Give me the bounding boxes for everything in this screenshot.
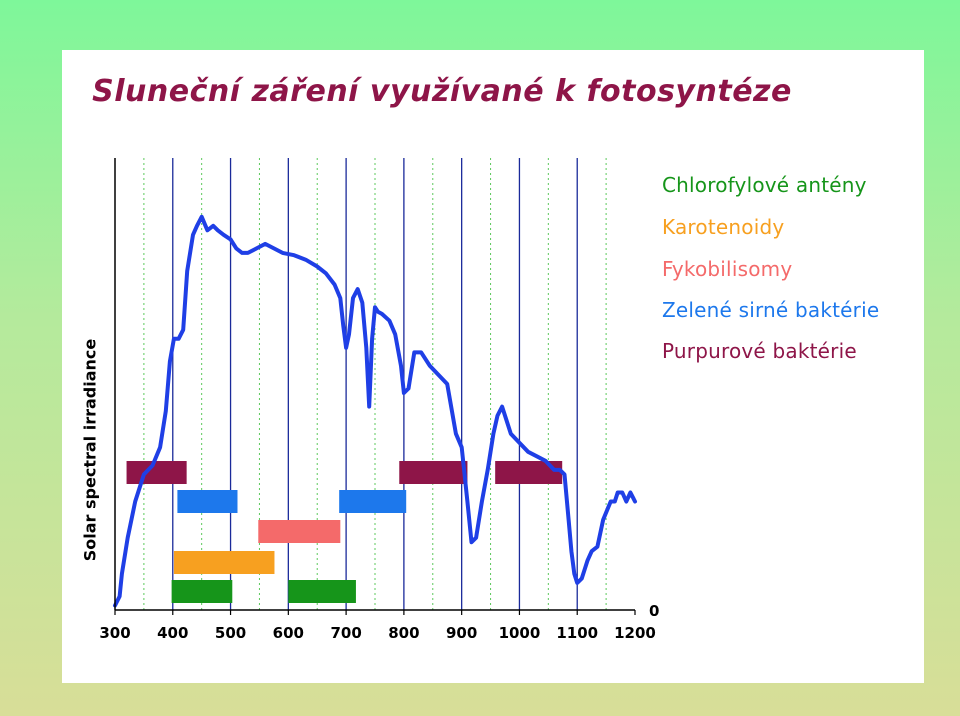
band-bar [339,490,407,513]
band-bar [126,461,187,484]
legend-label: Purpurové baktérie [662,339,857,363]
slide: Sluneční záření využívané k fotosyntéze … [62,50,924,683]
x-tick-labels: 300 400 500 600 700 800 900 1000 1100 1200 0 [99,602,659,642]
y-axis-label: Solar spectral irradiance [80,338,100,562]
x-tick-label: 900 [446,624,477,642]
x-tick-label: 800 [388,624,419,642]
legend-item-karotenoidy: Karotenoidy [662,215,784,239]
x-tick-label: 600 [273,624,304,642]
band-bar [177,490,238,513]
band-bar [495,461,563,484]
legend-item-purpurove-bakterie: Purpurové baktérie [662,339,857,363]
legend-item-fykobilisomy: Fykobilisomy [662,257,792,281]
band-bar [171,580,233,603]
x-tick-label: 500 [215,624,246,642]
band-bar [399,461,468,484]
x-tick-label: 700 [330,624,361,642]
legend-label: Chlorofylové antény [662,173,867,197]
x-tick-label: 1200 [614,624,656,642]
irradiance-curve [113,214,637,608]
legend-item-zelene-sirne-bakterie: Zelené sirné baktérie [662,298,879,322]
x-tick-label: 400 [157,624,188,642]
chart-title: Sluneční záření využívané k fotosyntéze [92,74,792,109]
irradiance-line [113,214,637,608]
y-tick-label-zero: 0 [649,602,659,620]
legend-label: Fykobilisomy [662,257,793,281]
x-tick-label: 300 [99,624,130,642]
legend-label: Karotenoidy [662,215,785,239]
legend-item-chlorofylove-anteny: Chlorofylové antény [662,173,867,197]
x-tick-label: 1000 [499,624,541,642]
band-bar [173,551,275,574]
x-tick-label: 1100 [556,624,598,642]
range-bands [126,461,563,603]
band-bar [258,520,341,543]
band-bar [288,580,356,603]
axes [114,158,636,615]
chart-canvas: 300 400 500 600 700 800 900 1000 1100 1200 0 [99,158,659,642]
legend-label: Zelené sirné baktérie [662,298,880,322]
